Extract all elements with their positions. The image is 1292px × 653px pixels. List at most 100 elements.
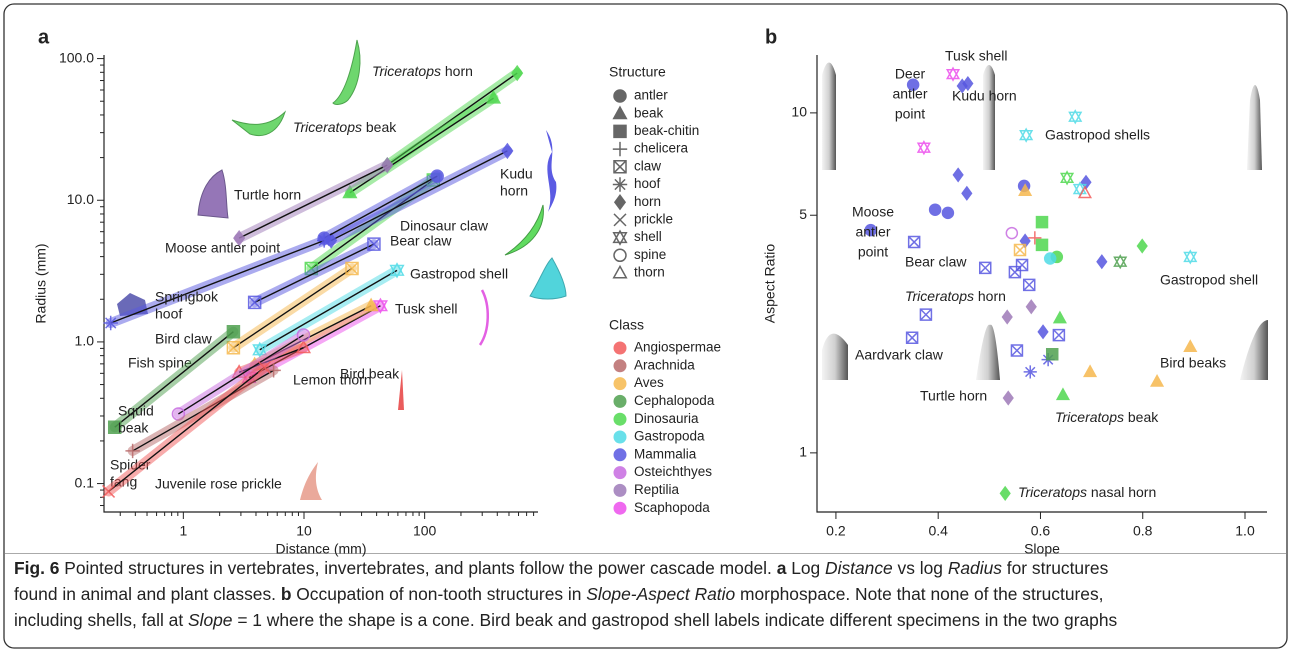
annotation: Triceratops horn <box>905 288 1006 304</box>
legend-label: spine <box>634 247 666 262</box>
legend-label: beak-chitin <box>634 123 699 138</box>
point <box>1002 390 1014 406</box>
point <box>1052 328 1066 342</box>
caption-run: Pointed structures in vertebrates, inver… <box>59 558 776 578</box>
figure-frame <box>3 3 1288 649</box>
specimen-label: Bird beak <box>340 366 400 382</box>
specimen-label: Triceratops beak <box>293 119 397 135</box>
point <box>1083 364 1098 378</box>
legend-label: Scaphopoda <box>634 500 710 515</box>
caption-rule <box>5 553 1286 554</box>
specimen-label: horn <box>500 183 528 199</box>
specimen-label: Juvenile rose prickle <box>155 476 282 492</box>
axis-line <box>816 55 1267 513</box>
specimen-fit <box>233 267 353 349</box>
point <box>864 223 877 237</box>
caption-run: for structures <box>1002 558 1109 578</box>
legend-label: Aves <box>634 375 664 390</box>
y-tick-label: 10.0 <box>67 191 94 207</box>
legend-label: chelicera <box>634 141 689 156</box>
x-tick-label: 10 <box>296 523 312 539</box>
point <box>1022 278 1036 292</box>
specimen-label: beak <box>118 420 149 436</box>
specimen-fit <box>323 175 438 239</box>
point <box>978 261 992 275</box>
x-tick-label: 0.6 <box>1031 523 1051 539</box>
y-tick-label: 100.0 <box>59 49 94 65</box>
point <box>1019 127 1034 143</box>
caption-run: Radius <box>948 558 1002 578</box>
annotation: point <box>895 106 925 122</box>
specimen-label: Springbok <box>155 289 219 305</box>
caption-run: morphospace. Note that none of the struc… <box>735 584 1103 604</box>
specimen-marker <box>342 184 358 199</box>
specimen-fit <box>178 334 304 415</box>
y-tick-label: 1 <box>799 444 807 460</box>
specimen-label: Kudu <box>500 166 533 182</box>
specimen-marker <box>125 443 140 459</box>
legend-label: antler <box>634 88 668 103</box>
point <box>1113 254 1128 270</box>
point <box>1136 238 1148 254</box>
legend-label: Reptilia <box>634 482 680 497</box>
legend-swatch <box>613 430 627 444</box>
point <box>905 331 919 345</box>
specimen-marker <box>226 340 241 355</box>
specimen-label: Tusk shell <box>395 301 458 317</box>
panel-label: b <box>765 26 777 48</box>
legend-label: prickle <box>634 211 673 226</box>
legend-label: Dinosauria <box>634 411 699 426</box>
point <box>1183 339 1198 353</box>
legend-swatch <box>613 341 627 355</box>
legend-label: beak <box>634 105 664 120</box>
legend-label: Angiospermae <box>634 340 721 355</box>
point <box>1035 215 1049 229</box>
legend-label: hoof <box>634 176 661 191</box>
specimen-label: Turtle horn <box>234 187 301 203</box>
point <box>961 185 973 201</box>
legend-marker <box>612 264 628 279</box>
caption-run: Log <box>786 558 825 578</box>
x-tick-label: 0.2 <box>826 523 846 539</box>
axis-line <box>103 55 538 513</box>
annotation: Tusk shell <box>945 48 1008 64</box>
specimen-marker <box>511 64 524 82</box>
legend-swatch <box>613 412 627 426</box>
annotation: Aardvark claw <box>855 347 944 363</box>
specimen-marker <box>102 484 116 498</box>
point <box>1023 365 1037 379</box>
caption-run: Slope <box>188 610 233 630</box>
specimen-fit <box>330 150 508 242</box>
x-axis-label: Slope <box>1024 541 1060 557</box>
annotation: antler <box>892 86 927 102</box>
specimen-marker <box>233 229 246 247</box>
specimen-marker <box>296 328 311 342</box>
legend-marker <box>613 89 627 103</box>
specimen-fit <box>238 164 388 239</box>
caption-line: Fig. 6 Pointed structures in vertebrates… <box>14 558 1109 578</box>
annotation: Kudu horn <box>952 88 1017 104</box>
annotation: point <box>858 244 888 260</box>
legend-label: Osteichthyes <box>634 464 712 479</box>
point <box>1077 185 1093 199</box>
y-axis-label: Aspect Ratio <box>762 244 778 324</box>
legend-swatch <box>613 394 627 408</box>
point <box>928 203 942 216</box>
legend-marker <box>613 213 627 227</box>
specimen-label: Bird claw <box>155 331 213 347</box>
specimen-label-part: Triceratops <box>293 119 362 135</box>
annotation: antler <box>855 224 890 240</box>
caption-run: vs log <box>893 558 948 578</box>
specimen-marker <box>501 142 514 160</box>
point <box>1037 324 1049 340</box>
point <box>1150 374 1165 387</box>
illustrations-b <box>822 62 1268 380</box>
specimen-marker <box>363 297 379 312</box>
specimen-fit <box>110 239 325 324</box>
specimen-marker <box>107 420 122 434</box>
point <box>945 66 961 82</box>
specimen-label: hoof <box>155 306 182 322</box>
specimen-fit <box>114 331 234 428</box>
